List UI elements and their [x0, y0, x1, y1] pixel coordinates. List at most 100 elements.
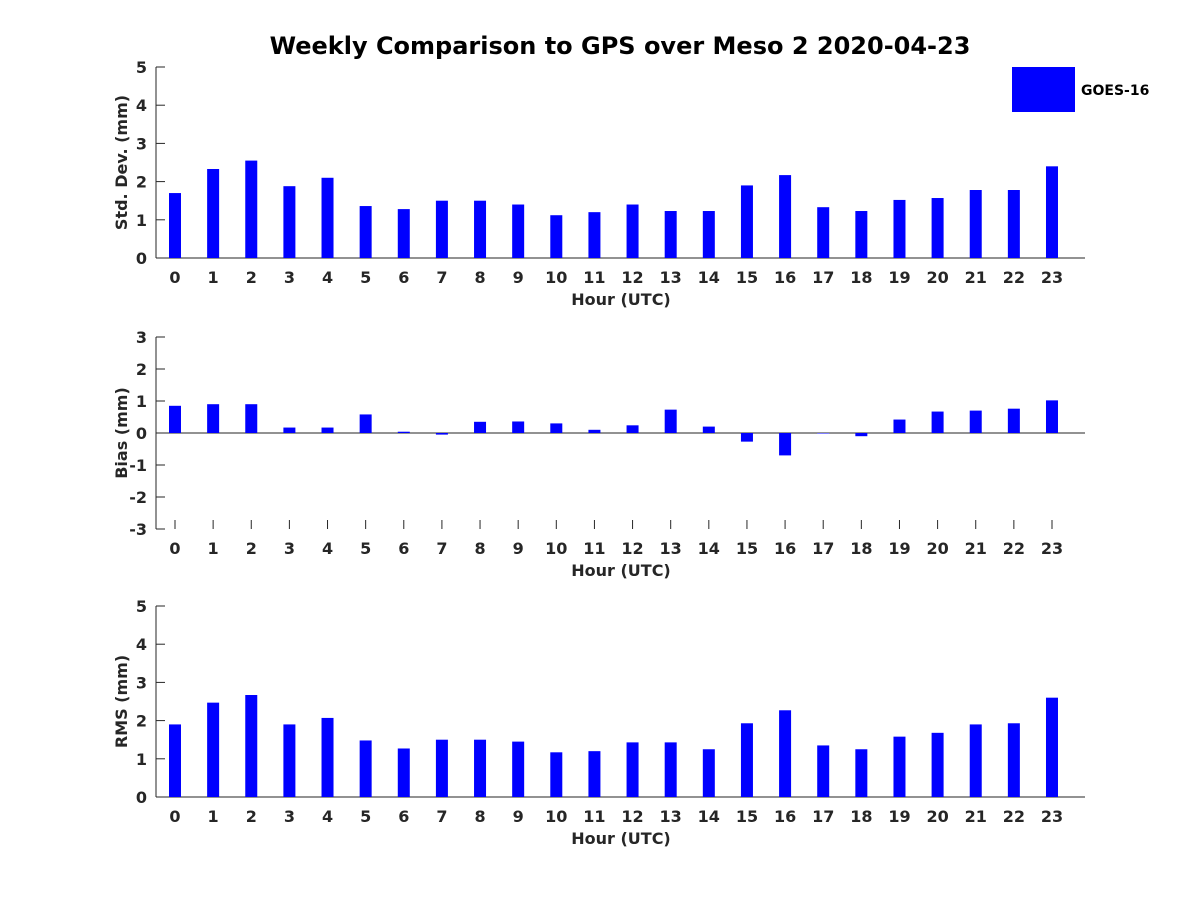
- bar: [169, 724, 181, 797]
- x-tick-label: 2: [246, 539, 257, 558]
- x-tick-label: 10: [545, 268, 567, 287]
- y-tick-label: 4: [136, 96, 147, 115]
- x-tick-label: 23: [1041, 268, 1063, 287]
- x-tick-label: 14: [698, 807, 720, 826]
- bar: [588, 212, 601, 258]
- x-tick-label: 7: [436, 539, 447, 558]
- bar: [817, 207, 830, 258]
- bar: [321, 427, 334, 433]
- y-tick-label: 2: [136, 360, 147, 379]
- x-tick-label: 22: [1003, 807, 1025, 826]
- x-tick-label: 1: [208, 539, 219, 558]
- x-tick-label: 8: [474, 268, 485, 287]
- x-tick-label: 16: [774, 807, 796, 826]
- x-tick-label: 13: [660, 807, 682, 826]
- bar: [893, 419, 906, 433]
- x-tick-label: 14: [698, 268, 720, 287]
- bar: [169, 193, 181, 258]
- bar: [474, 421, 487, 433]
- bar: [817, 745, 830, 797]
- bar: [359, 414, 372, 433]
- y-tick-label: -2: [129, 488, 147, 507]
- y-tick-label: 3: [136, 328, 147, 347]
- bar: [893, 199, 906, 258]
- bar: [435, 200, 448, 258]
- x-tick-label: 22: [1003, 268, 1025, 287]
- x-tick-label: 21: [965, 268, 987, 287]
- bar: [779, 175, 792, 258]
- x-tick-label: 9: [513, 807, 524, 826]
- bar: [512, 421, 525, 433]
- x-axis-label: Hour (UTC): [571, 829, 671, 848]
- y-tick-label: 2: [136, 712, 147, 731]
- y-axis-label: Bias (mm): [112, 387, 131, 479]
- x-tick-label: 8: [474, 807, 485, 826]
- x-tick-label: 15: [736, 539, 758, 558]
- y-tick-label: 4: [136, 635, 147, 654]
- bar: [245, 160, 258, 258]
- x-tick-label: 23: [1041, 539, 1063, 558]
- bar: [931, 732, 944, 797]
- bar: [435, 739, 448, 797]
- legend-label-goes-16: GOES-16: [1081, 83, 1149, 99]
- x-tick-label: 19: [888, 807, 910, 826]
- bar: [550, 215, 563, 258]
- bar: [245, 695, 258, 797]
- x-tick-label: 4: [322, 268, 333, 287]
- bar: [1045, 166, 1058, 258]
- bar: [702, 426, 715, 433]
- x-tick-label: 4: [322, 539, 333, 558]
- bar: [435, 433, 448, 435]
- bar: [1007, 408, 1020, 433]
- x-tick-label: 8: [474, 539, 485, 558]
- bar: [855, 433, 868, 437]
- bar: [321, 177, 334, 258]
- bar: [702, 211, 715, 258]
- x-tick-label: 19: [888, 539, 910, 558]
- x-tick-label: 1: [208, 807, 219, 826]
- y-tick-label: 5: [136, 58, 147, 77]
- x-tick-label: 5: [360, 539, 371, 558]
- bar: [779, 710, 792, 797]
- bar: [740, 433, 753, 442]
- x-tick-label: 13: [660, 539, 682, 558]
- y-tick-label: 3: [136, 673, 147, 692]
- x-tick-label: 0: [169, 539, 180, 558]
- x-tick-label: 5: [360, 268, 371, 287]
- x-tick-label: 15: [736, 268, 758, 287]
- x-tick-label: 19: [888, 268, 910, 287]
- bar: [664, 211, 677, 258]
- x-tick-label: 21: [965, 807, 987, 826]
- x-tick-label: 21: [965, 539, 987, 558]
- y-tick-label: 0: [136, 788, 147, 807]
- x-tick-label: 16: [774, 268, 796, 287]
- bar: [969, 190, 982, 258]
- x-tick-label: 15: [736, 807, 758, 826]
- bar: [207, 404, 220, 433]
- bar: [664, 409, 677, 433]
- y-tick-label: 1: [136, 211, 147, 230]
- bar: [855, 211, 868, 258]
- bar: [359, 206, 372, 258]
- x-tick-label: 16: [774, 539, 796, 558]
- x-axis-label: Hour (UTC): [571, 561, 671, 580]
- x-tick-label: 20: [926, 268, 948, 287]
- x-tick-label: 13: [660, 268, 682, 287]
- y-axis-label: RMS (mm): [112, 655, 131, 748]
- bar: [169, 405, 181, 433]
- bar: [283, 186, 296, 258]
- x-tick-label: 9: [513, 539, 524, 558]
- bar: [283, 724, 296, 797]
- x-tick-label: 4: [322, 807, 333, 826]
- y-tick-label: 1: [136, 750, 147, 769]
- bar: [283, 427, 296, 433]
- bar: [664, 742, 677, 797]
- x-tick-label: 6: [398, 539, 409, 558]
- x-tick-label: 18: [850, 539, 872, 558]
- y-tick-label: 0: [136, 424, 147, 443]
- bar: [893, 736, 906, 797]
